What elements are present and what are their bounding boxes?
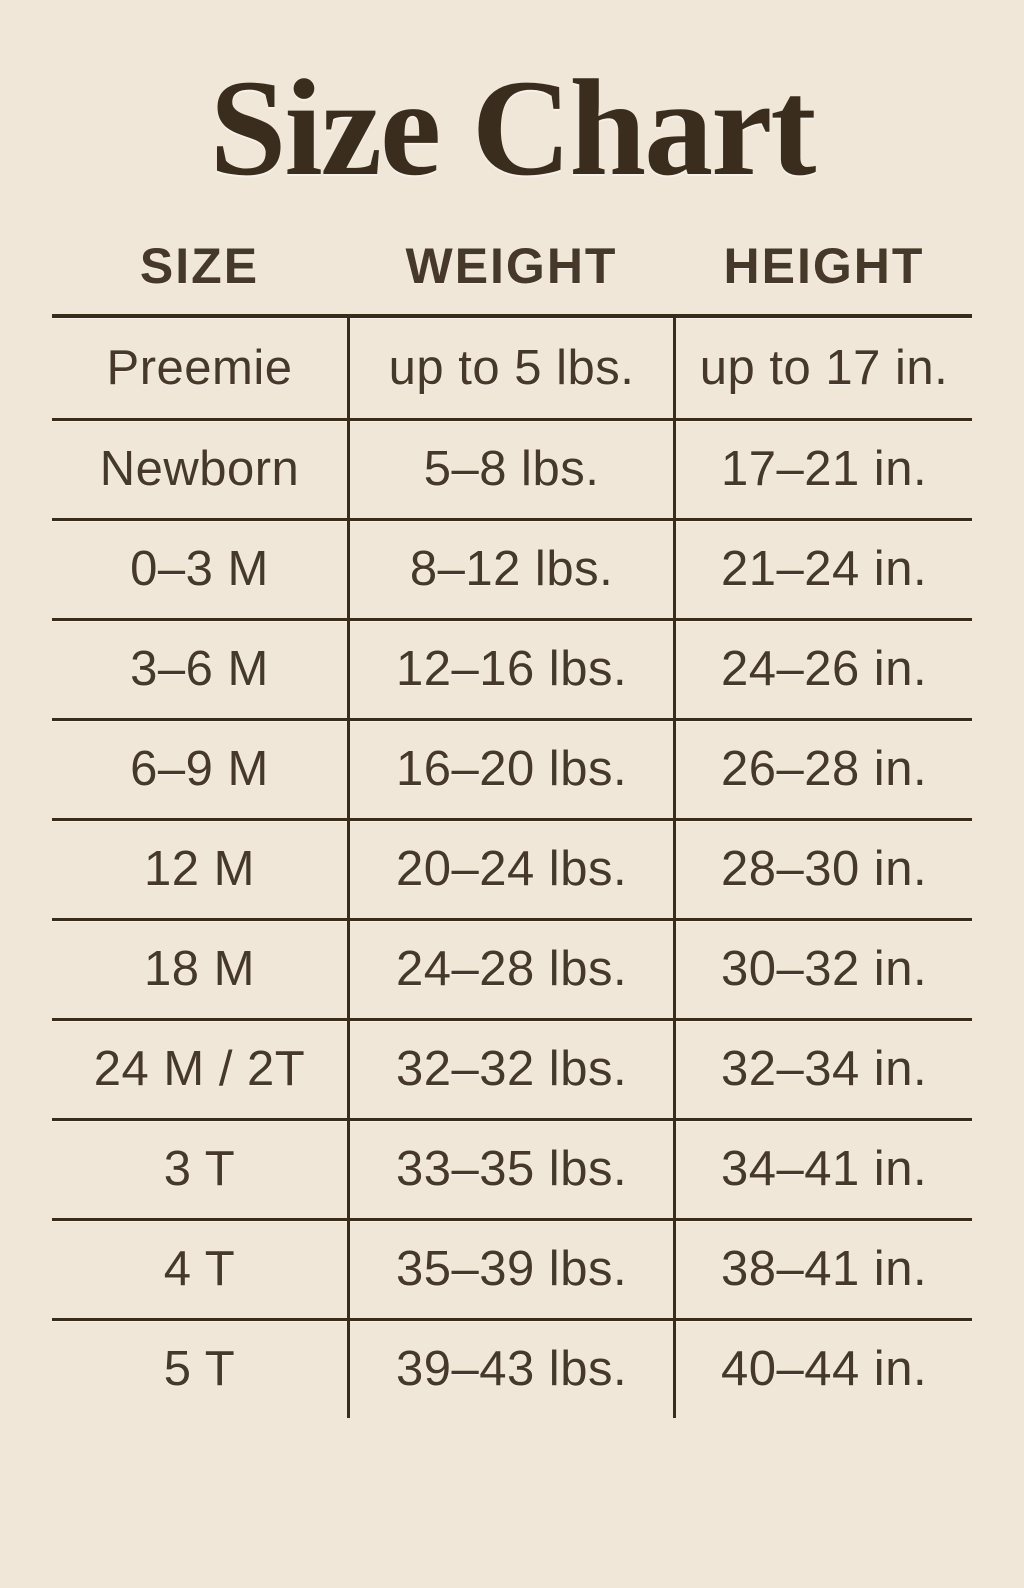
cell-size: 3 T — [163, 1142, 236, 1197]
cell-height: 26–28 in. — [720, 742, 928, 797]
table-row: 24 M / 2T 32–32 lbs. 32–34 in. — [52, 1017, 972, 1118]
table-row: Newborn 5–8 lbs. 17–21 in. — [52, 417, 972, 518]
cell-height: 32–34 in. — [720, 1042, 928, 1097]
cell-size: 0–3 M — [130, 542, 269, 597]
cell-weight: 8–12 lbs. — [347, 520, 676, 618]
cell-height: 30–32 in. — [720, 942, 928, 997]
cell-height: 24–26 in. — [720, 642, 928, 697]
table-header-row: SIZE WEIGHT HEIGHT — [52, 218, 972, 314]
size-table: SIZE WEIGHT HEIGHT Preemie up to 5 lbs. … — [52, 218, 972, 1418]
table-row: Preemie up to 5 lbs. up to 17 in. — [52, 317, 972, 418]
cell-weight: 20–24 lbs. — [347, 820, 676, 918]
cell-size: 4 T — [163, 1242, 236, 1297]
cell-weight: 33–35 lbs. — [347, 1120, 676, 1218]
table-row: 5 T 39–43 lbs. 40–44 in. — [52, 1317, 972, 1418]
page-title: Size Chart — [209, 51, 817, 204]
cell-size: 12 M — [144, 842, 255, 897]
header-cell-weight: WEIGHT — [405, 237, 618, 294]
cell-height: 17–21 in. — [720, 442, 928, 497]
cell-size: 3–6 M — [130, 642, 269, 697]
cell-size: 6–9 M — [130, 742, 269, 797]
table-row: 18 M 24–28 lbs. 30–32 in. — [52, 917, 972, 1018]
cell-height: up to 17 in. — [699, 340, 949, 395]
table-row: 12 M 20–24 lbs. 28–30 in. — [52, 817, 972, 918]
cell-height: 34–41 in. — [720, 1142, 928, 1197]
cell-height: 40–44 in. — [720, 1342, 928, 1397]
cell-height: 21–24 in. — [720, 542, 928, 597]
cell-size: Newborn — [99, 442, 300, 497]
table-row: 0–3 M 8–12 lbs. 21–24 in. — [52, 517, 972, 618]
table-row: 4 T 35–39 lbs. 38–41 in. — [52, 1217, 972, 1318]
cell-weight: 35–39 lbs. — [347, 1220, 676, 1318]
table-row: 3–6 M 12–16 lbs. 24–26 in. — [52, 617, 972, 718]
table-body: Preemie up to 5 lbs. up to 17 in. Newbor… — [52, 313, 972, 1418]
cell-height: 28–30 in. — [720, 842, 928, 897]
table-row: 3 T 33–35 lbs. 34–41 in. — [52, 1117, 972, 1218]
header-cell-height: HEIGHT — [723, 237, 925, 294]
size-chart-page: Size Chart SIZE WEIGHT HEIGHT Preemie up… — [0, 52, 1024, 1588]
cell-size: Preemie — [106, 340, 293, 395]
cell-size: 5 T — [163, 1342, 236, 1397]
cell-weight: 16–20 lbs. — [347, 720, 676, 818]
cell-weight: up to 5 lbs. — [347, 317, 676, 418]
cell-size: 24 M / 2T — [93, 1042, 306, 1097]
cell-weight: 32–32 lbs. — [347, 1020, 676, 1118]
cell-weight: 24–28 lbs. — [347, 920, 676, 1018]
cell-weight: 5–8 lbs. — [347, 420, 676, 518]
header-cell-size: SIZE — [139, 237, 260, 294]
table-row: 6–9 M 16–20 lbs. 26–28 in. — [52, 717, 972, 818]
cell-height: 38–41 in. — [720, 1242, 928, 1297]
cell-weight: 12–16 lbs. — [347, 620, 676, 718]
cell-size: 18 M — [144, 942, 255, 997]
cell-weight: 39–43 lbs. — [347, 1320, 676, 1418]
